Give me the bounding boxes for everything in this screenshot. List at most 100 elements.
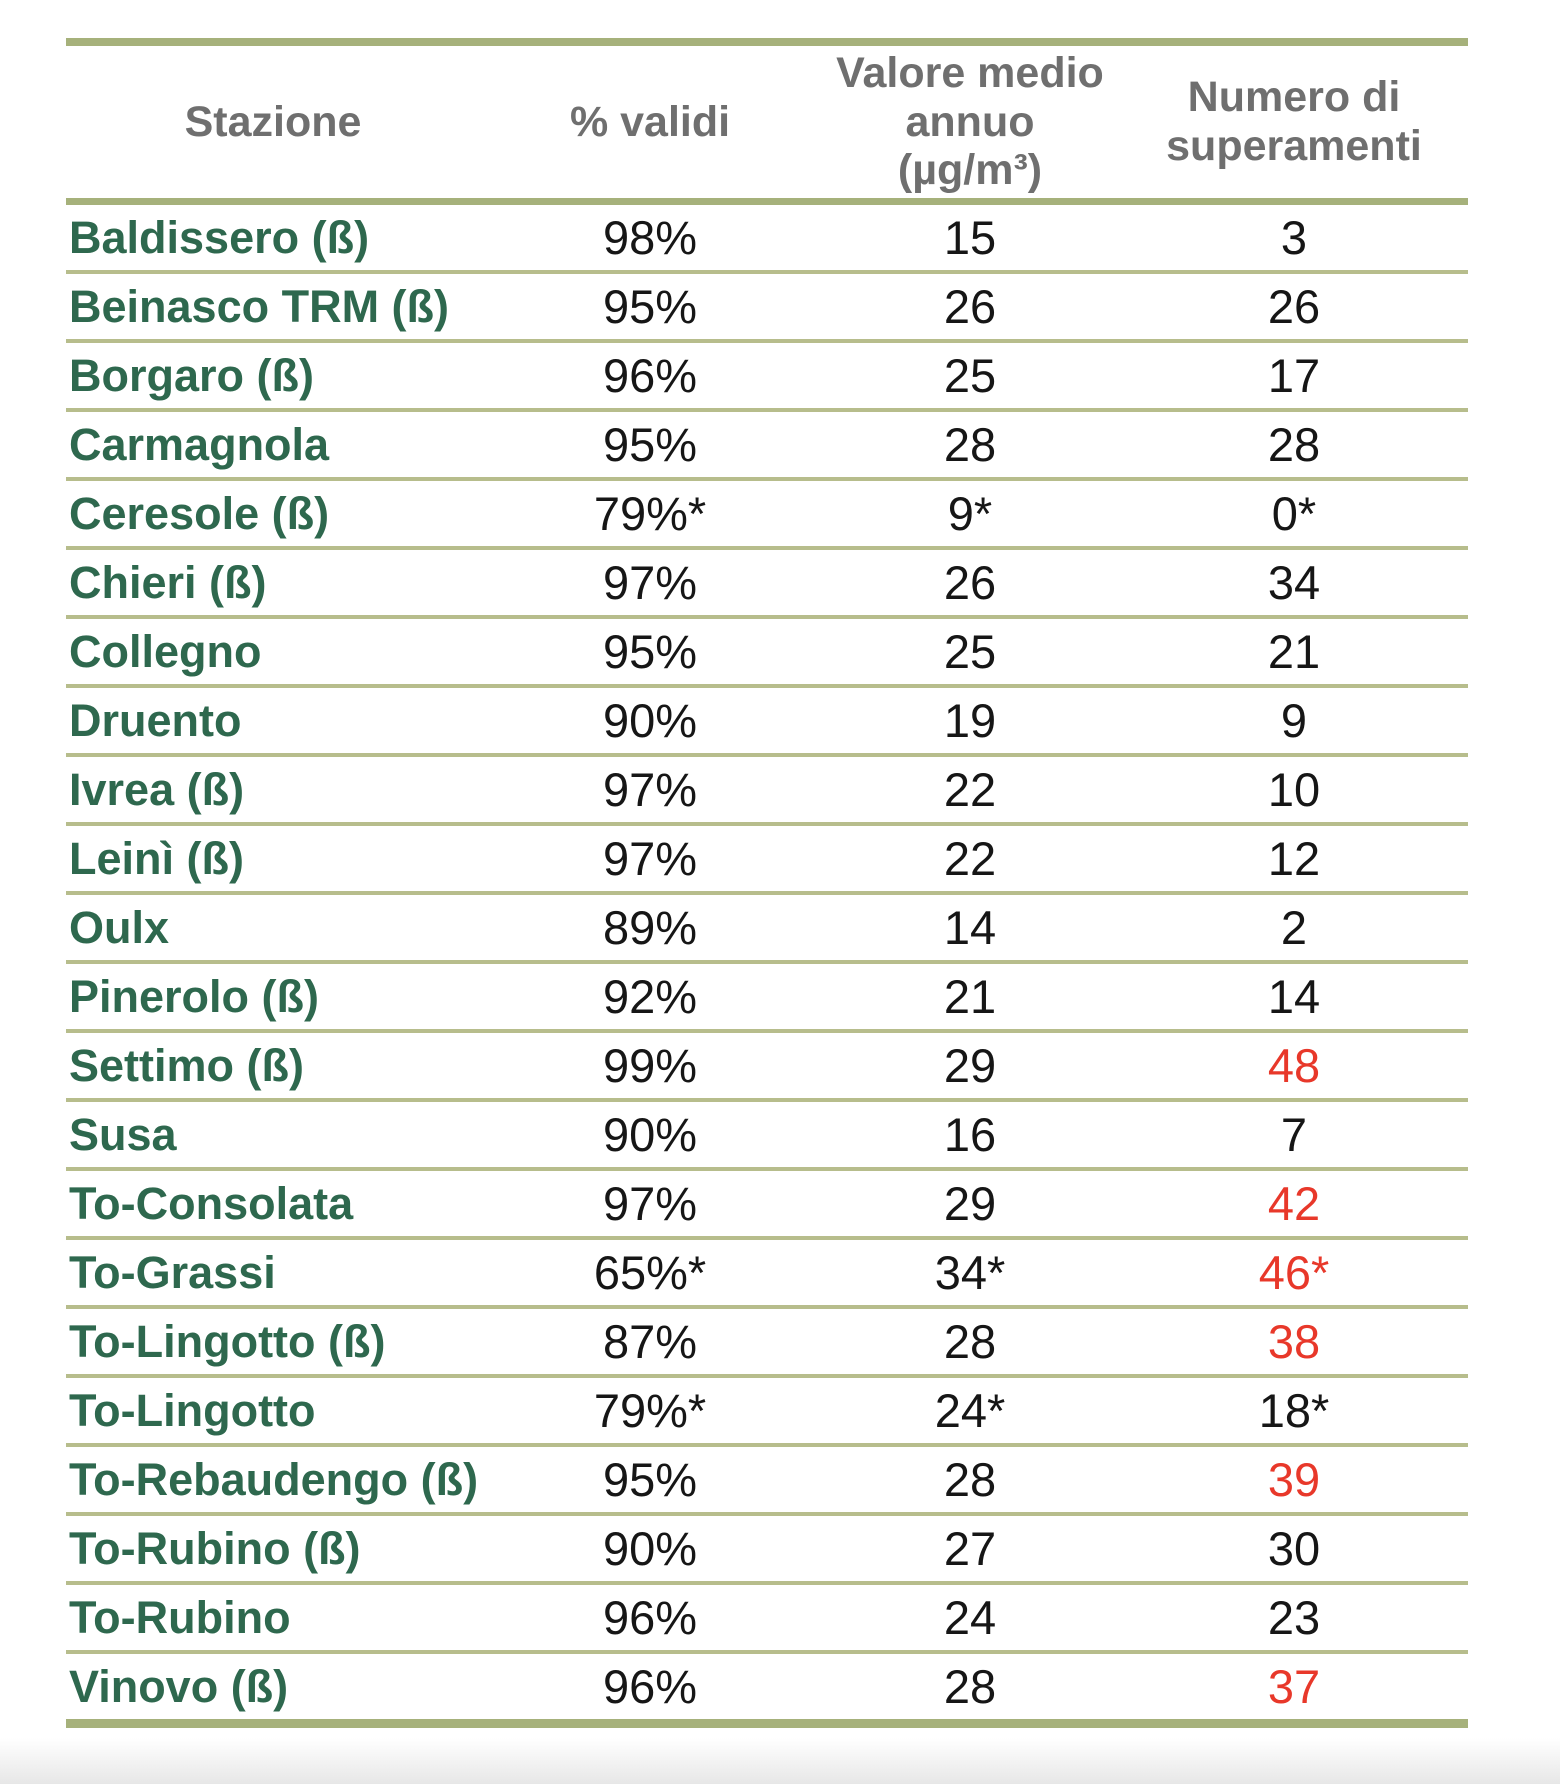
exceedances-cell: 26 — [1120, 270, 1468, 341]
valid-percent-cell: 79%* — [480, 1374, 820, 1445]
exceedances-cell: 2 — [1120, 891, 1468, 962]
valid-percent-cell: 97% — [480, 1167, 820, 1238]
annual-mean-cell: 25 — [820, 615, 1120, 686]
valid-percent-cell: 65%* — [480, 1236, 820, 1307]
exceedances-cell: 38 — [1120, 1305, 1468, 1376]
table-body: Baldissero (ß) 98% 15 3 Beinasco TRM (ß) 95% 2… — [66, 199, 1468, 1724]
table-row: Leinì (ß) 97% 22 12 — [66, 822, 1468, 893]
column-header-stazione: Stazione — [66, 42, 480, 205]
table-row: Pinerolo (ß) 92% 21 14 — [66, 960, 1468, 1031]
valid-percent-cell: 89% — [480, 891, 820, 962]
annual-mean-cell: 26 — [820, 270, 1120, 341]
station-name-cell: Susa — [66, 1098, 480, 1169]
column-header-superamenti: Numero di superamenti — [1120, 42, 1468, 205]
station-name-cell: Leinì (ß) — [66, 822, 480, 893]
valid-percent-cell: 97% — [480, 546, 820, 617]
table-row: To-Lingotto 79%* 24* 18* — [66, 1374, 1468, 1445]
station-name-cell: Borgaro (ß) — [66, 339, 480, 410]
station-name-cell: Ceresole (ß) — [66, 477, 480, 548]
annual-mean-cell: 21 — [820, 960, 1120, 1031]
exceedances-cell: 9 — [1120, 684, 1468, 755]
annual-mean-cell: 28 — [820, 1305, 1120, 1376]
exceedances-cell: 3 — [1120, 199, 1468, 272]
column-header-valore-medio: Valore medio annuo (µg/m³) — [820, 42, 1120, 205]
valid-percent-cell: 96% — [480, 1581, 820, 1652]
table-row: To-Rubino 96% 24 23 — [66, 1581, 1468, 1652]
table-row: Beinasco TRM (ß) 95% 26 26 — [66, 270, 1468, 341]
station-name-cell: To-Lingotto — [66, 1374, 480, 1445]
table-row: To-Grassi 65%* 34* 46* — [66, 1236, 1468, 1307]
valid-percent-cell: 92% — [480, 960, 820, 1031]
station-name-cell: Settimo (ß) — [66, 1029, 480, 1100]
annual-mean-cell: 25 — [820, 339, 1120, 410]
exceedances-cell: 30 — [1120, 1512, 1468, 1583]
station-name-cell: Pinerolo (ß) — [66, 960, 480, 1031]
table-row: To-Consolata 97% 29 42 — [66, 1167, 1468, 1238]
table-row: To-Lingotto (ß) 87% 28 38 — [66, 1305, 1468, 1376]
table-row: Ivrea (ß) 97% 22 10 — [66, 753, 1468, 824]
station-name-cell: Vinovo (ß) — [66, 1650, 480, 1724]
annual-mean-cell: 28 — [820, 1650, 1120, 1724]
annual-mean-cell: 27 — [820, 1512, 1120, 1583]
valid-percent-cell: 96% — [480, 1650, 820, 1724]
station-name-cell: To-Rebaudengo (ß) — [66, 1443, 480, 1514]
station-name-cell: To-Rubino (ß) — [66, 1512, 480, 1583]
column-header-validi: % validi — [480, 42, 820, 205]
exceedances-cell: 14 — [1120, 960, 1468, 1031]
station-name-cell: To-Consolata — [66, 1167, 480, 1238]
table-row: To-Rubino (ß) 90% 27 30 — [66, 1512, 1468, 1583]
annual-mean-cell: 14 — [820, 891, 1120, 962]
annual-mean-cell: 19 — [820, 684, 1120, 755]
annual-mean-cell: 24* — [820, 1374, 1120, 1445]
station-name-cell: To-Lingotto (ß) — [66, 1305, 480, 1376]
valid-percent-cell: 95% — [480, 1443, 820, 1514]
annual-mean-cell: 29 — [820, 1167, 1120, 1238]
annual-mean-cell: 28 — [820, 1443, 1120, 1514]
annual-mean-cell: 24 — [820, 1581, 1120, 1652]
table-row: Borgaro (ß) 96% 25 17 — [66, 339, 1468, 410]
exceedances-cell: 28 — [1120, 408, 1468, 479]
station-name-cell: Collegno — [66, 615, 480, 686]
valid-percent-cell: 95% — [480, 270, 820, 341]
table-row: Vinovo (ß) 96% 28 37 — [66, 1650, 1468, 1724]
table-row: Druento 90% 19 9 — [66, 684, 1468, 755]
annual-mean-cell: 29 — [820, 1029, 1120, 1100]
station-name-cell: Ivrea (ß) — [66, 753, 480, 824]
exceedances-cell: 23 — [1120, 1581, 1468, 1652]
annual-mean-cell: 22 — [820, 753, 1120, 824]
valid-percent-cell: 95% — [480, 408, 820, 479]
station-name-cell: Beinasco TRM (ß) — [66, 270, 480, 341]
valid-percent-cell: 95% — [480, 615, 820, 686]
exceedances-cell: 48 — [1120, 1029, 1468, 1100]
exceedances-cell: 10 — [1120, 753, 1468, 824]
valid-percent-cell: 99% — [480, 1029, 820, 1100]
exceedances-cell: 0* — [1120, 477, 1468, 548]
header-row: Stazione % validi Valore medio annuo (µg… — [66, 42, 1468, 205]
annual-mean-cell: 15 — [820, 199, 1120, 272]
annual-mean-cell: 22 — [820, 822, 1120, 893]
annual-mean-cell: 9* — [820, 477, 1120, 548]
valid-percent-cell: 96% — [480, 339, 820, 410]
table-row: Collegno 95% 25 21 — [66, 615, 1468, 686]
table-row: Baldissero (ß) 98% 15 3 — [66, 199, 1468, 272]
station-name-cell: Carmagnola — [66, 408, 480, 479]
stations-data-table: Stazione % validi Valore medio annuo (µg… — [66, 38, 1468, 1728]
exceedances-cell: 18* — [1120, 1374, 1468, 1445]
exceedances-cell: 17 — [1120, 339, 1468, 410]
annual-mean-cell: 26 — [820, 546, 1120, 617]
annual-mean-cell: 28 — [820, 408, 1120, 479]
station-name-cell: To-Grassi — [66, 1236, 480, 1307]
valid-percent-cell: 90% — [480, 1512, 820, 1583]
station-name-cell: Chieri (ß) — [66, 546, 480, 617]
valid-percent-cell: 97% — [480, 753, 820, 824]
exceedances-cell: 37 — [1120, 1650, 1468, 1724]
station-name-cell: To-Rubino — [66, 1581, 480, 1652]
exceedances-cell: 7 — [1120, 1098, 1468, 1169]
exceedances-cell: 39 — [1120, 1443, 1468, 1514]
exceedances-cell: 12 — [1120, 822, 1468, 893]
valid-percent-cell: 90% — [480, 684, 820, 755]
table-row: Settimo (ß) 99% 29 48 — [66, 1029, 1468, 1100]
station-name-cell: Druento — [66, 684, 480, 755]
annual-mean-cell: 16 — [820, 1098, 1120, 1169]
